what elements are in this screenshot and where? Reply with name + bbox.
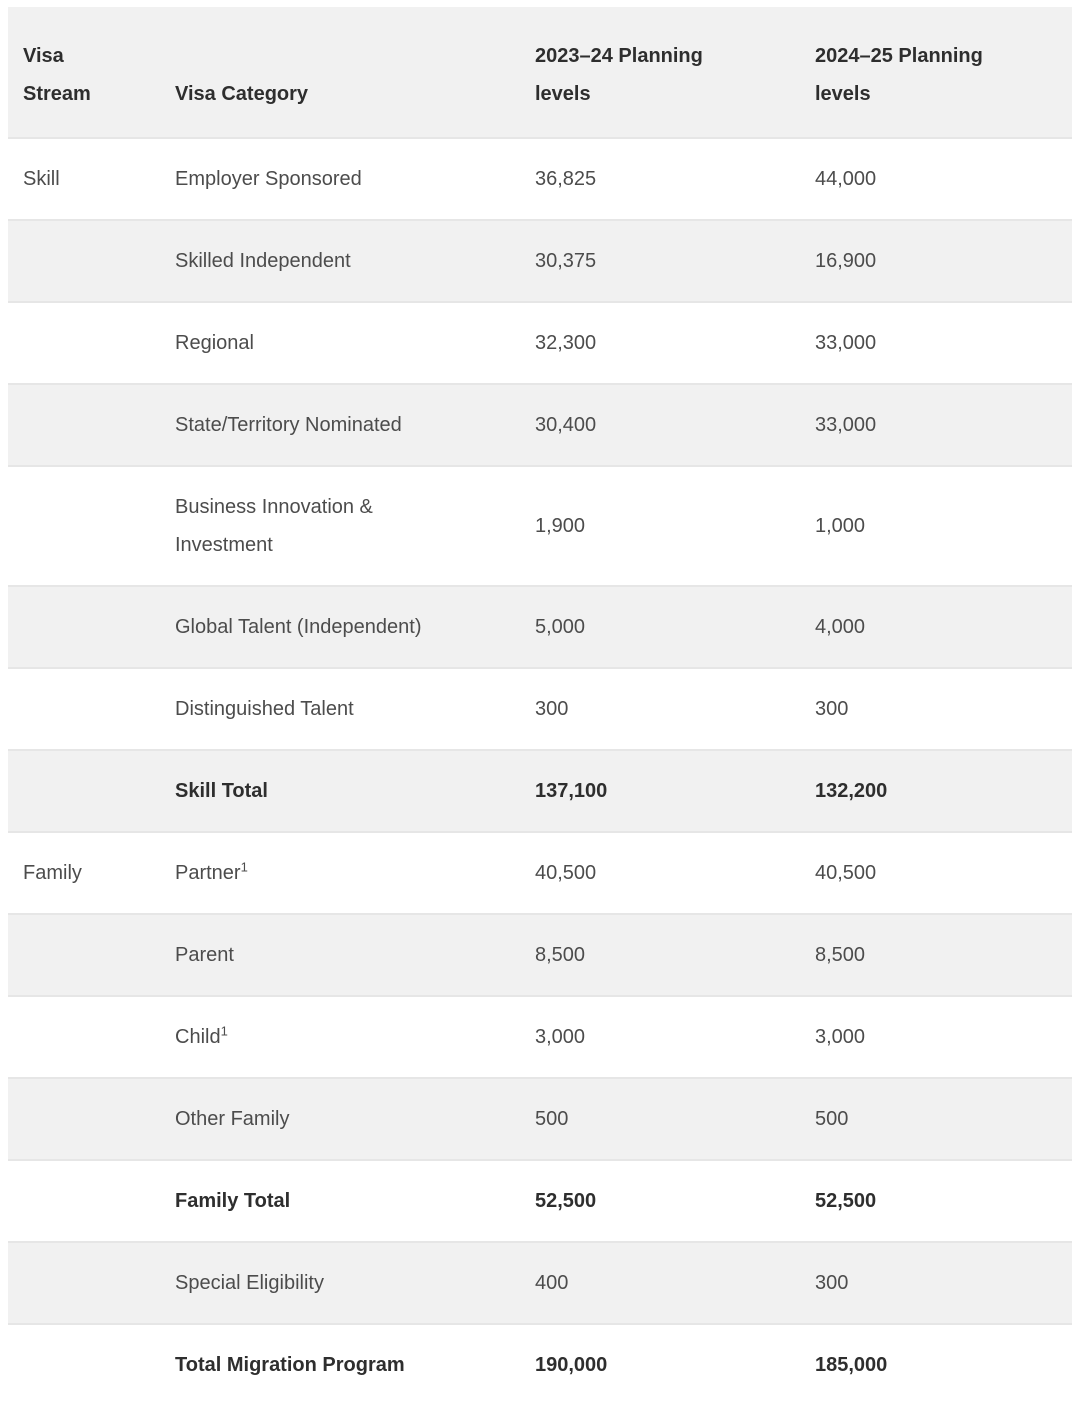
planning-level-2024-25-cell: 185,000 [815,1354,888,1376]
footnote-marker: 1 [220,1023,228,1039]
table-row: Special Eligibility 400 300 [8,1242,1072,1324]
visa-stream-cell: Skill [23,168,60,190]
planning-level-2023-24-cell: 52,500 [535,1190,597,1212]
planning-level-2024-25-cell: 3,000 [815,1026,866,1048]
visa-category-cell: Family Total [175,1190,291,1212]
planning-level-2024-25-cell: 40,500 [815,862,877,884]
planning-level-2023-24-cell: 30,375 [535,250,597,272]
planning-level-2024-25-cell: 300 [815,698,849,720]
visa-stream-cell [8,914,160,996]
visa-category-cell: State/Territory Nominated [175,414,402,436]
planning-level-2024-25-cell: 500 [815,1108,849,1130]
visa-category-cell: Employer Sponsored [175,168,362,190]
table-row: Total Migration Program 190,000 185,000 [8,1324,1072,1405]
visa-category-cell: Parent [175,944,234,966]
table-row: Skill Employer Sponsored 36,825 44,000 [8,138,1072,220]
table-row: Regional 32,300 33,000 [8,302,1072,384]
planning-level-2024-25-cell: 132,200 [815,780,888,802]
table-row: Skilled Independent 30,375 16,900 [8,220,1072,302]
visa-category-cell: Skill Total [175,780,268,802]
visa-planning-table: Visa Stream Visa Category 2023–24 Planni… [8,7,1072,1405]
visa-category-cell: Total Migration Program [175,1354,405,1376]
planning-level-2024-25-cell: 1,000 [815,515,866,537]
planning-level-2023-24-cell: 190,000 [535,1354,608,1376]
planning-level-2024-25-cell: 8,500 [815,944,866,966]
planning-level-2023-24-cell: 8,500 [535,944,586,966]
visa-category-cell: Distinguished Talent [175,698,354,720]
table-body: Skill Employer Sponsored 36,825 44,000 Skill… [8,138,1072,1405]
table-row: Distinguished Talent 300 300 [8,668,1072,750]
table-row: Family Partner1 40,500 40,500 [8,832,1072,914]
table-row: Parent 8,500 8,500 [8,914,1072,996]
planning-level-2023-24-cell: 500 [535,1108,569,1130]
planning-level-2023-24-cell: 1,900 [535,515,586,537]
visa-stream-cell [8,668,160,750]
planning-level-2023-24-cell: 3,000 [535,1026,586,1048]
table-row: Global Talent (Independent) 5,000 4,000 [8,586,1072,668]
visa-category-cell: Regional [175,332,254,354]
planning-level-2023-24-cell: 137,100 [535,780,608,802]
column-header-visa-category: Visa Category [160,7,520,138]
table-row: Skill Total 137,100 132,200 [8,750,1072,832]
planning-level-2024-25-cell: 33,000 [815,332,877,354]
planning-level-2023-24-cell: 5,000 [535,616,586,638]
planning-level-2023-24-cell: 36,825 [535,168,597,190]
planning-level-2024-25-cell: 300 [815,1272,849,1294]
visa-category-cell: Other Family [175,1108,290,1130]
table-row: Child1 3,000 3,000 [8,996,1072,1078]
table-header: Visa Stream Visa Category 2023–24 Planni… [8,7,1072,138]
planning-level-2023-24-cell: 300 [535,698,569,720]
column-header-2024-25-planning: 2024–25 Planning levels [800,7,1072,138]
visa-stream-cell [8,1160,160,1242]
visa-stream-cell [8,586,160,668]
visa-stream-cell [8,750,160,832]
planning-level-2024-25-cell: 33,000 [815,414,877,436]
planning-level-2023-24-cell: 400 [535,1272,569,1294]
visa-stream-cell [8,1324,160,1405]
visa-category-cell: Skilled Independent [175,250,351,272]
visa-category-cell: Child1 [175,1023,228,1048]
planning-level-2024-25-cell: 52,500 [815,1190,877,1212]
table-row: Other Family 500 500 [8,1078,1072,1160]
visa-stream-cell [8,1078,160,1160]
planning-level-2023-24-cell: 40,500 [535,862,597,884]
planning-level-2023-24-cell: 30,400 [535,414,597,436]
visa-stream-cell: Family [23,862,82,884]
planning-level-2024-25-cell: 44,000 [815,168,877,190]
header-row: Visa Stream Visa Category 2023–24 Planni… [8,7,1072,138]
visa-category-cell: Global Talent (Independent) [175,616,422,638]
visa-category-cell: Business Innovation & Investment [175,496,373,556]
visa-category-cell: Partner1 [175,859,248,884]
planning-level-2024-25-cell: 16,900 [815,250,877,272]
table-row: Family Total 52,500 52,500 [8,1160,1072,1242]
planning-level-2023-24-cell: 32,300 [535,332,597,354]
visa-category-cell: Special Eligibility [175,1272,324,1294]
visa-stream-cell [8,384,160,466]
table-row: Business Innovation & Investment 1,900 1,0… [8,466,1072,586]
visa-stream-cell [8,466,160,586]
visa-stream-cell [8,220,160,302]
column-header-2023-24-planning: 2023–24 Planning levels [520,7,800,138]
visa-stream-cell [8,302,160,384]
table-row: State/Territory Nominated 30,400 33,000 [8,384,1072,466]
visa-stream-cell [8,1242,160,1324]
visa-stream-cell [8,996,160,1078]
footnote-marker: 1 [240,859,248,875]
column-header-visa-stream: Visa Stream [8,7,160,138]
planning-level-2024-25-cell: 4,000 [815,616,866,638]
